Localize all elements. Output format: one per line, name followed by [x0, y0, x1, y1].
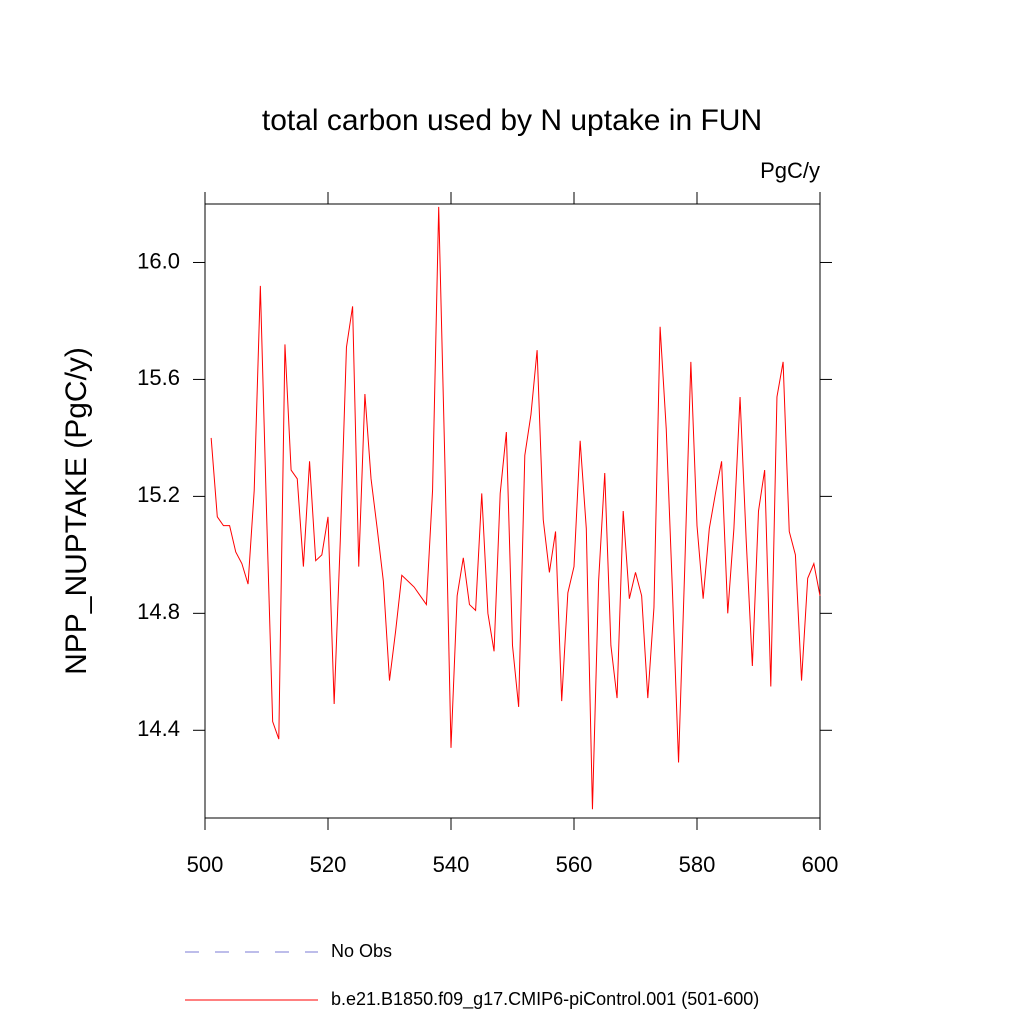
y-tick-label: 15.6	[137, 365, 180, 390]
x-tick-label: 520	[310, 852, 347, 877]
y-axis-label: NPP_NUPTAKE (PgC/y)	[60, 347, 93, 675]
x-tick-label: 580	[679, 852, 716, 877]
x-tick-label: 600	[802, 852, 839, 877]
y-tick-label: 14.8	[137, 599, 180, 624]
chart-title: total carbon used by N uptake in FUN	[262, 104, 762, 137]
data-line	[210, 206, 821, 810]
y-tick-label: 14.4	[137, 716, 180, 741]
legend-label: No Obs	[331, 941, 392, 961]
y-tick-label: 15.2	[137, 482, 180, 507]
units-label: PgC/y	[760, 158, 820, 183]
x-tick-label: 500	[187, 852, 224, 877]
x-tick-label: 540	[433, 852, 470, 877]
y-tick-label: 16.0	[137, 248, 180, 273]
plot-frame	[204, 203, 821, 819]
legend-label: b.e21.B1850.f09_g17.CMIP6-piControl.001 …	[331, 989, 759, 1010]
x-tick-label: 560	[556, 852, 593, 877]
